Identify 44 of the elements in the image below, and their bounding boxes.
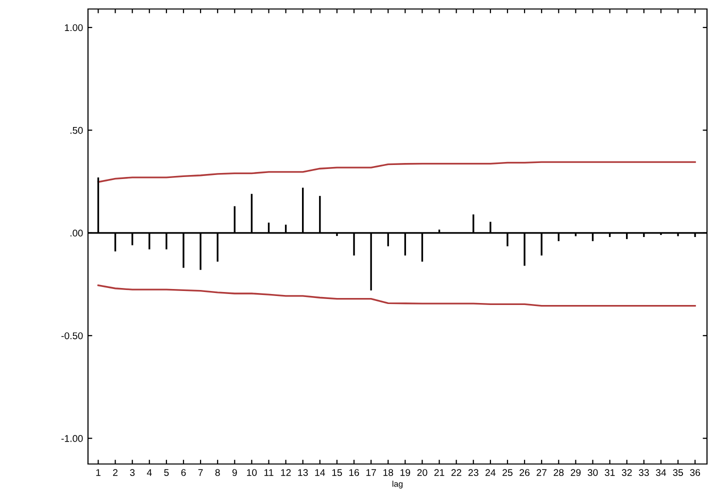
x-tick-label: 13 bbox=[298, 469, 308, 476]
x-tick-label: 31 bbox=[604, 469, 615, 476]
x-tick-label: 9 bbox=[232, 469, 237, 476]
x-tick-label: 30 bbox=[588, 469, 598, 476]
y-tick-label: -1.00 bbox=[61, 435, 83, 442]
x-tick-label: 20 bbox=[417, 469, 428, 476]
y-tick-label: 1.00 bbox=[64, 24, 83, 32]
x-tick-label: 29 bbox=[570, 469, 581, 476]
x-tick-label: 2 bbox=[113, 469, 118, 476]
x-tick-label: 12 bbox=[281, 469, 291, 476]
x-tick-label: 22 bbox=[451, 469, 462, 476]
x-tick-label: 7 bbox=[198, 469, 203, 476]
x-tick-label: 25 bbox=[502, 469, 512, 476]
x-tick-label: 33 bbox=[638, 469, 649, 476]
line-series bbox=[97, 284, 696, 307]
x-tick-label: 34 bbox=[656, 469, 666, 476]
x-tick-label: 36 bbox=[690, 469, 700, 476]
x-tick-label: 5 bbox=[164, 469, 169, 476]
y-tick-label: -0.50 bbox=[61, 332, 83, 340]
x-tick-label: 15 bbox=[332, 469, 342, 476]
x-tick-label: 32 bbox=[622, 469, 632, 476]
x-tick-label: 8 bbox=[215, 469, 220, 476]
x-tick-label: 27 bbox=[536, 469, 547, 476]
x-tick-label: 28 bbox=[554, 469, 564, 476]
x-axis-title: lag bbox=[392, 480, 403, 488]
x-tick-label: 16 bbox=[349, 469, 359, 476]
x-tick-label: 17 bbox=[366, 469, 376, 476]
x-tick-label: 23 bbox=[468, 469, 478, 476]
x-tick-label: 19 bbox=[400, 469, 410, 476]
x-tick-label: 18 bbox=[383, 469, 394, 476]
x-tick-label: 10 bbox=[247, 469, 257, 476]
x-tick-label: 21 bbox=[434, 469, 444, 476]
x-tick-label: 14 bbox=[315, 469, 326, 476]
x-tick-label: 6 bbox=[181, 469, 186, 476]
y-tick-label: .50 bbox=[70, 126, 83, 134]
x-tick-label: 1 bbox=[96, 469, 100, 476]
x-tick-label: 35 bbox=[672, 469, 684, 476]
x-tick-label: 11 bbox=[264, 469, 274, 476]
x-tick-label: 3 bbox=[130, 469, 135, 476]
y-tick-label: .00 bbox=[70, 230, 83, 237]
x-tick-label: 24 bbox=[486, 469, 496, 476]
x-tick-label: 26 bbox=[520, 469, 530, 476]
line-series bbox=[97, 161, 696, 183]
x-tick-label: 4 bbox=[146, 469, 152, 476]
